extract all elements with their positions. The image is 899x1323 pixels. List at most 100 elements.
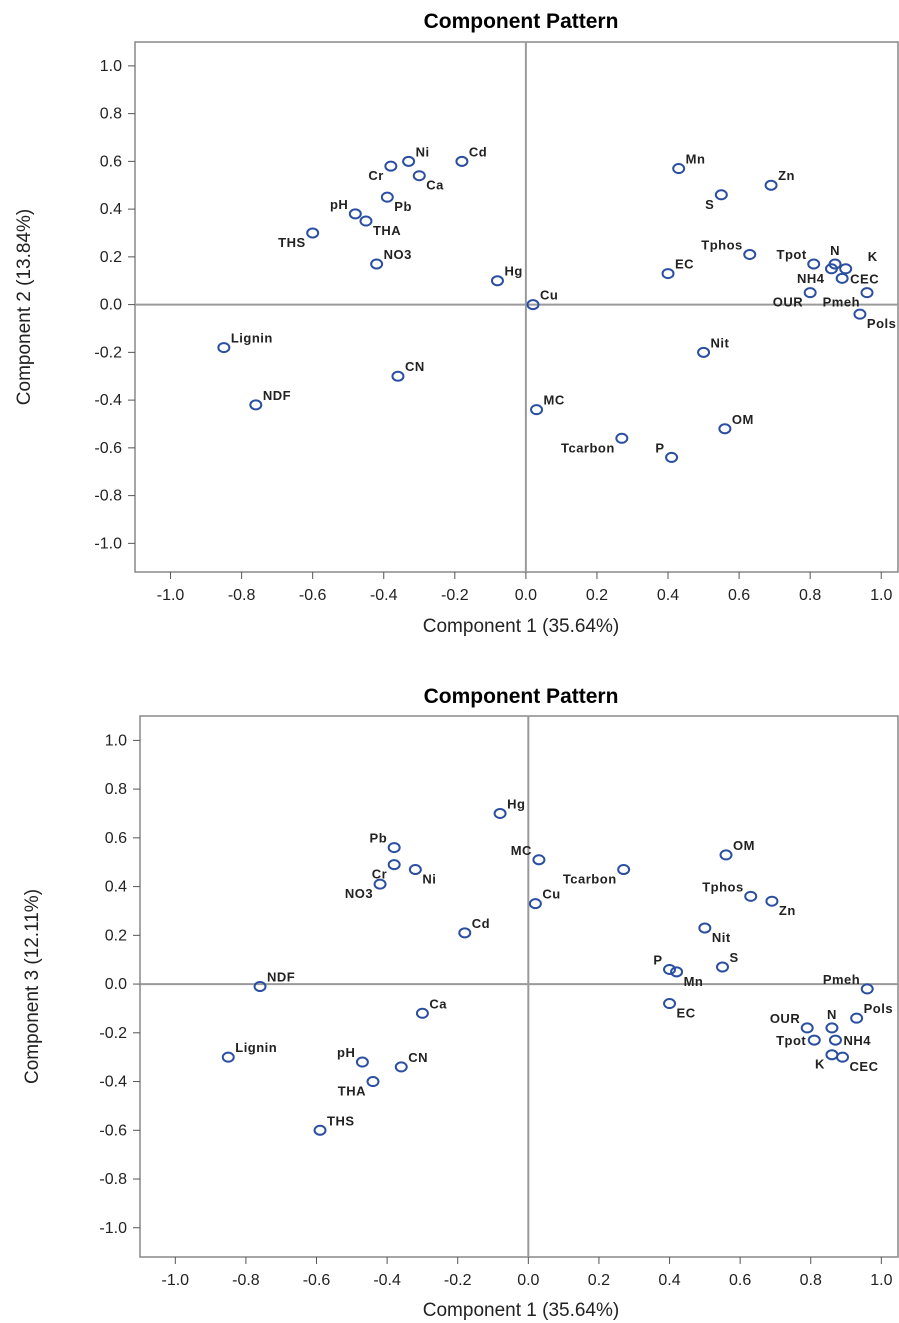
data-point-mn [672, 163, 686, 175]
data-point-tcarbon [615, 432, 629, 444]
y-tick-label: -0.6 [94, 440, 122, 457]
point-label: Mn [686, 152, 706, 167]
x-tick-label: -0.8 [232, 1272, 260, 1289]
data-point-tpot [807, 258, 821, 270]
x-tick-label: 0.0 [517, 1272, 539, 1289]
point-label: Tpot [777, 247, 807, 262]
point-label: Pmeh [823, 295, 860, 310]
data-point-p [663, 963, 677, 975]
point-label: MC [544, 393, 565, 408]
point-label: Nit [711, 335, 730, 350]
point-label: P [655, 440, 664, 455]
y-tick-label: 0.2 [100, 249, 122, 266]
point-label: Pb [394, 199, 412, 214]
data-point-ec [663, 998, 677, 1010]
point-label: Pmeh [823, 972, 860, 987]
data-point-ths [313, 1124, 327, 1136]
plot-frame [139, 715, 899, 1258]
data-point-our [803, 287, 817, 299]
x-tick-label: -0.6 [299, 587, 327, 604]
data-point-no3 [370, 258, 384, 270]
y-tick-label: -1.0 [99, 1220, 127, 1237]
data-point-tpot [807, 1034, 821, 1046]
point-label: Pb [370, 831, 388, 846]
x-tick-label: -0.2 [444, 1272, 472, 1289]
data-point-nh4 [828, 1034, 842, 1046]
point-label: Hg [504, 264, 522, 279]
data-point-ph [355, 1056, 369, 1068]
point-label: CEC [850, 1059, 879, 1074]
point-label: CEC [850, 271, 879, 286]
data-point-n [825, 1022, 839, 1034]
data-point-mc [530, 404, 544, 416]
point-label: S [705, 197, 714, 212]
y-tick-label: 0.0 [105, 976, 127, 993]
x-tick-label: 1.0 [870, 1272, 892, 1289]
data-point-ni [402, 155, 416, 167]
point-label: OUR [770, 1011, 801, 1026]
point-label: Cu [542, 887, 560, 902]
point-label: pH [337, 1045, 355, 1060]
y-tick-label: -0.8 [99, 1171, 127, 1188]
data-point-mc [532, 854, 546, 866]
data-point-mn [670, 966, 684, 978]
y-tick-label: -0.4 [99, 1074, 127, 1091]
point-label: Tcarbon [561, 440, 615, 455]
point-label: Ca [426, 178, 444, 193]
data-point-our [800, 1022, 814, 1034]
data-point-ni [408, 864, 422, 876]
point-label: Nit [712, 930, 731, 945]
point-label: OM [732, 412, 754, 427]
y-axis-label: Component 3 (12.11%) [22, 889, 43, 1084]
y-tick-label: -0.8 [94, 488, 122, 505]
x-tick-label: 0.4 [658, 1272, 680, 1289]
data-point-cr [387, 859, 401, 871]
point-label: NO3 [345, 886, 373, 901]
x-tick-label: -1.0 [157, 587, 185, 604]
point-label: Hg [507, 796, 525, 811]
data-point-hg [493, 807, 507, 819]
data-point-nit [697, 346, 711, 358]
point-label: CN [408, 1050, 428, 1065]
data-point-s [714, 189, 728, 201]
data-point-lignin [217, 342, 231, 354]
x-tick-label: 0.0 [515, 587, 537, 604]
point-label: EC [677, 1006, 696, 1021]
data-point-ph [348, 208, 362, 220]
data-point-ca [412, 170, 426, 182]
data-point-cn [394, 1061, 408, 1073]
point-label: pH [330, 197, 348, 212]
y-tick-label: 1.0 [105, 732, 127, 749]
x-tick-label: 0.4 [657, 587, 679, 604]
y-tick-label: 0.8 [100, 106, 122, 123]
point-label: N [830, 243, 840, 258]
data-point-k [839, 263, 853, 275]
point-label: Lignin [231, 331, 273, 346]
y-tick-label: 0.2 [105, 927, 127, 944]
y-tick-label: 0.0 [100, 297, 122, 314]
data-point-pmeh [860, 983, 874, 995]
data-point-zn [765, 895, 779, 907]
point-label: Tpot [776, 1033, 806, 1048]
data-point-cd [458, 927, 472, 939]
y-tick-label: 0.8 [105, 781, 127, 798]
x-tick-label: -1.0 [162, 1272, 190, 1289]
point-label: Cr [368, 168, 383, 183]
x-tick-label: 1.0 [870, 587, 892, 604]
point-label: OM [733, 838, 755, 853]
data-point-s [715, 961, 729, 973]
data-point-pb [380, 191, 394, 203]
data-point-ca [415, 1007, 429, 1019]
data-point-hg [490, 275, 504, 287]
point-label: Cr [372, 867, 387, 882]
point-label: Zn [779, 903, 796, 918]
data-point-cr [384, 160, 398, 172]
x-tick-label: 0.6 [728, 587, 750, 604]
point-label: Ca [429, 996, 447, 1011]
point-label: Tphos [702, 879, 744, 894]
data-point-tha [359, 215, 373, 227]
x-axis-label: Component 1 (35.64%) [423, 616, 619, 637]
x-tick-label: 0.6 [729, 1272, 751, 1289]
data-point-tha [366, 1076, 380, 1088]
